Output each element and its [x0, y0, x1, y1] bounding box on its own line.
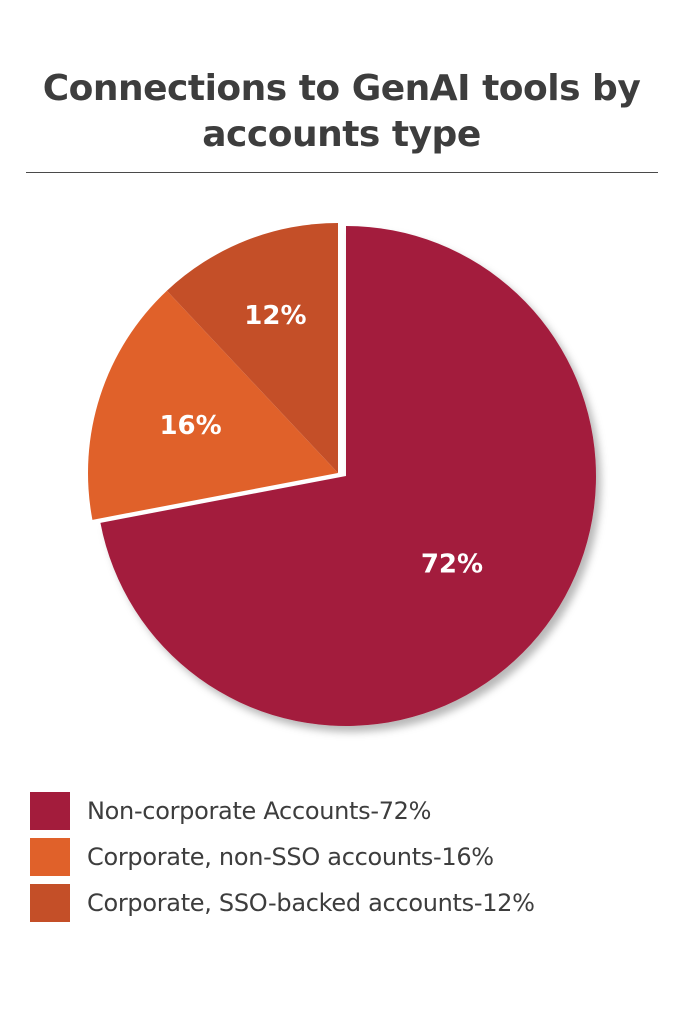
chart-title: Connections to GenAI tools by accounts t… [42, 68, 641, 155]
legend-item-non-corporate: Non-corporate Accounts-72% [30, 788, 670, 833]
pie-slice-corporate-sso [166, 223, 338, 473]
pie-slice-non-corporate [100, 226, 596, 726]
legend-label-corporate-non-sso: Corporate, non-SSO accounts-16% [87, 842, 494, 871]
legend-swatch-non-corporate [30, 791, 70, 830]
pie-slice-corporate-non-sso [88, 290, 338, 520]
title-divider [26, 172, 658, 173]
legend-label-non-corporate: Non-corporate Accounts-72% [87, 796, 432, 825]
pie-label-corporate-sso: 12% [244, 301, 306, 331]
legend-item-corporate-sso: Corporate, SSO-backed accounts-12% [30, 880, 670, 925]
pie-label-corporate-non-sso: 16% [159, 411, 221, 441]
pie-slices [88, 223, 596, 726]
legend-label-corporate-sso: Corporate, SSO-backed accounts-12% [87, 888, 535, 917]
pie-label-non-corporate: 72% [421, 550, 483, 580]
legend-swatch-corporate-sso [30, 883, 70, 922]
pie-labels: 72% 16% 12% [159, 301, 483, 580]
legend-item-corporate-non-sso: Corporate, non-SSO accounts-16% [30, 834, 670, 879]
legend-swatch-corporate-non-sso [30, 837, 70, 876]
legend: Non-corporate Accounts-72% Corporate, no… [30, 788, 670, 926]
